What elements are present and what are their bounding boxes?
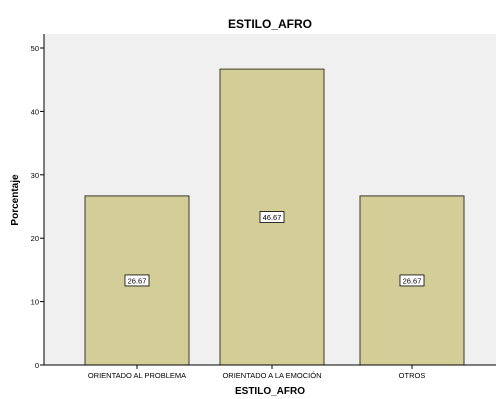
y-tick-label: 50 [31, 44, 39, 53]
x-tick-label: OTROS [399, 371, 426, 380]
x-tick-label: ORIENTADO A LA EMOCIÓN [222, 371, 321, 380]
y-tick-label: 10 [31, 298, 39, 307]
chart-title: ESTILO_AFRO [228, 17, 312, 31]
x-tick-label: ORIENTADO AL PROBLEMA [88, 371, 186, 380]
y-axis-label: Porcentaje [10, 174, 21, 226]
data-label-box [399, 274, 425, 287]
y-tick-label: 40 [31, 107, 39, 116]
data-label-box [124, 274, 150, 287]
bars-group: 26.67 46.67 26.67 [84, 68, 465, 366]
y-tick-label: 20 [31, 234, 39, 243]
y-tick-label: 30 [31, 171, 39, 180]
y-tick-label: 0 [35, 361, 39, 370]
x-axis: ORIENTADO AL PROBLEMA ORIENTADO A LA EMOC… [44, 364, 496, 380]
data-label-box [259, 211, 285, 223]
x-axis-label: ESTILO_AFRO [235, 386, 305, 397]
y-axis: 0 10 20 30 40 50 [31, 34, 45, 370]
data-label: 26.67 [403, 276, 422, 285]
data-label: 46.67 [263, 213, 282, 222]
data-label: 26.67 [128, 276, 147, 285]
